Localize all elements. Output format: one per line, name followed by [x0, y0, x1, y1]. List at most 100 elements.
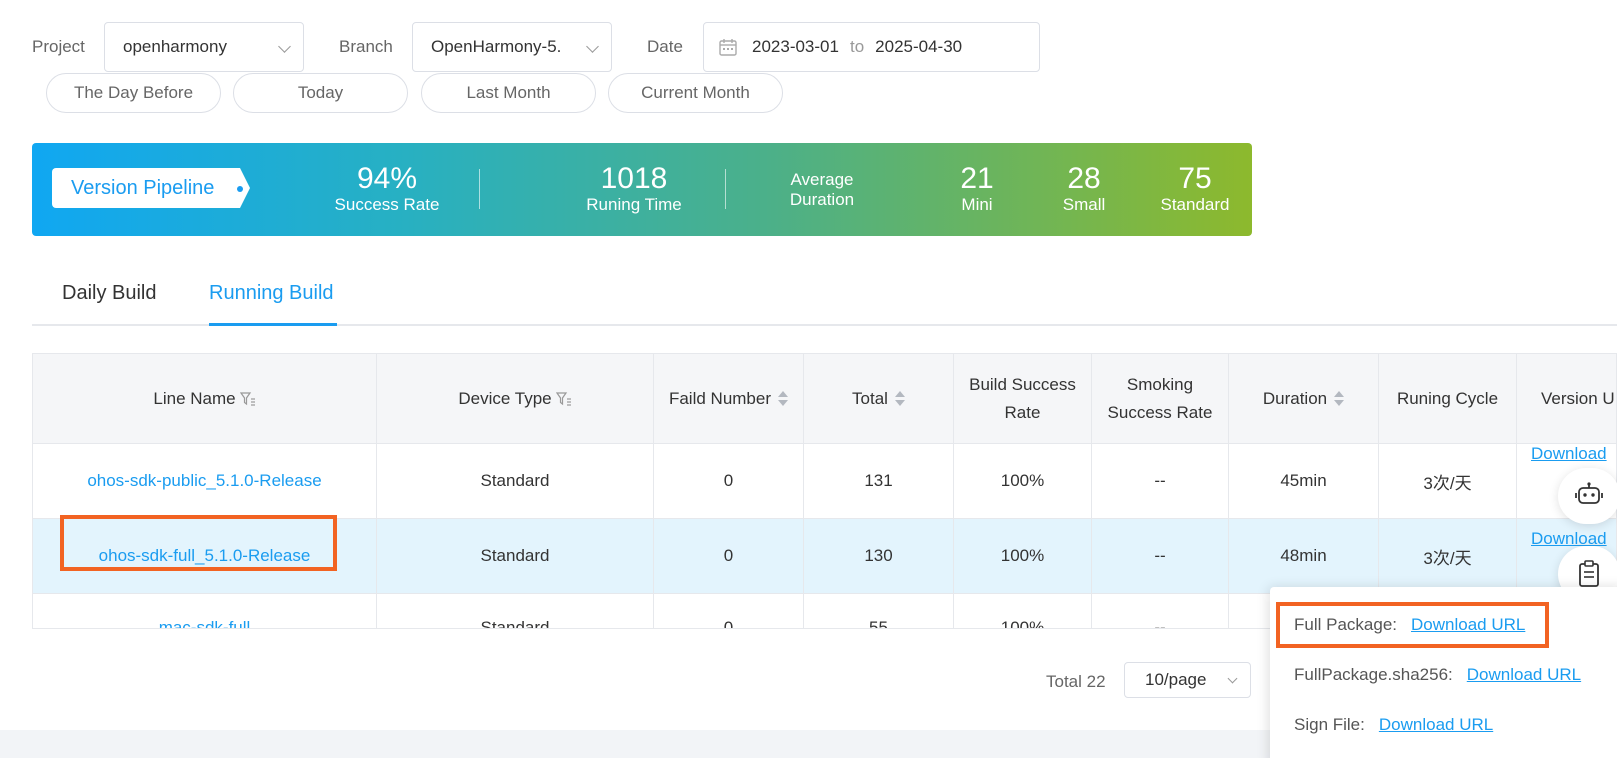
filter-icon[interactable] [239, 391, 256, 407]
version-download-link[interactable]: Download [1531, 529, 1607, 548]
build-success-rate-cell: 100% [954, 594, 1092, 628]
date-label: Date [647, 37, 683, 56]
device-type-cell: Standard [377, 444, 654, 518]
device-type-cell: Standard [377, 519, 654, 593]
sha256-download-link[interactable]: Download URL [1466, 665, 1582, 684]
project-select[interactable]: openharmony [104, 22, 304, 72]
line-name-link[interactable]: mac-sdk-full [158, 618, 251, 629]
date-end[interactable]: 2025-04-30 [875, 37, 963, 56]
project-label: Project [32, 37, 85, 56]
running-build-table: Line Name Device Type Faild Number Total [32, 353, 1617, 629]
build-success-rate-cell: 100% [954, 444, 1092, 518]
standard-label: Standard [1160, 195, 1230, 214]
duration-header-label: Duration [1262, 389, 1328, 408]
sort-icon[interactable] [1334, 391, 1345, 407]
quick-current-month[interactable]: Current Month [608, 73, 783, 113]
success-rate-value: 94% [356, 162, 418, 195]
sha256-row: FullPackage.sha256: Download URL [1294, 665, 1581, 685]
clipboard-icon [1579, 560, 1599, 587]
small-label: Small [1062, 195, 1106, 214]
sign-file-label: Sign File: [1294, 715, 1365, 734]
smoking-header-line2: Success Rate [1107, 403, 1213, 422]
highlight-box [1276, 602, 1549, 648]
date-start[interactable]: 2023-03-01 [752, 37, 839, 56]
branch-select[interactable]: OpenHarmony-5. [412, 22, 612, 72]
smoking-success-rate-cell: -- [1092, 519, 1229, 593]
faild-number-cell: 0 [654, 444, 804, 518]
faild-number-cell: 0 [654, 519, 804, 593]
device-type-header-label: Device Type [458, 389, 552, 408]
sort-icon[interactable] [894, 391, 905, 407]
total-cell: 131 [804, 444, 954, 518]
mini-value: 21 [960, 162, 994, 195]
standard-value: 75 [1178, 162, 1212, 195]
running-time-label: Runing Time [586, 195, 682, 214]
smoking-success-rate-cell: -- [1092, 594, 1229, 628]
branch-label: Branch [339, 37, 393, 56]
pipeline-summary-banner: Version Pipeline 94% Success Rate 1018 R… [32, 143, 1252, 236]
column-header-total[interactable]: Total [804, 354, 954, 444]
download-popover: Full Package: Download URL FullPackage.sh… [1270, 587, 1617, 758]
stat-mini: 21 Mini [942, 163, 1012, 215]
column-header-build-success-rate: Build Success Rate [954, 354, 1092, 444]
robot-icon [1575, 482, 1603, 504]
quick-the-day-before[interactable]: The Day Before [46, 73, 221, 113]
version-pipeline-tag: Version Pipeline [52, 168, 250, 208]
project-value: openharmony [123, 37, 227, 56]
tag-dot [237, 186, 243, 192]
build-success-header-line1: Build Success [969, 375, 1076, 394]
assistant-button[interactable] [1558, 468, 1617, 524]
page-size-value: 10/page [1145, 670, 1207, 689]
duration-cell: 45min [1229, 444, 1379, 518]
tab-running-build[interactable]: Running Build [209, 282, 334, 304]
chevron-down-icon [278, 40, 291, 53]
version-download-link[interactable]: Download [1531, 444, 1607, 463]
device-type-cell: Standard [377, 594, 654, 628]
stat-success-rate: 94% Success Rate [297, 163, 477, 215]
stat-average-duration: Average Duration [767, 170, 877, 210]
stat-running-time: 1018 Runing Time [544, 163, 724, 215]
pagination-total: Total 22 [1046, 672, 1106, 691]
line-name-header-label: Line Name [153, 389, 236, 408]
stat-small: 28 Small [1049, 163, 1119, 215]
small-value: 28 [1067, 162, 1101, 195]
column-header-duration[interactable]: Duration [1229, 354, 1379, 444]
column-header-device-type[interactable]: Device Type [377, 354, 654, 444]
quick-last-month[interactable]: Last Month [421, 73, 596, 113]
active-tab-indicator [209, 323, 337, 326]
line-name-link[interactable]: ohos-sdk-public_5.1.0-Release [87, 471, 322, 490]
filter-icon[interactable] [555, 391, 572, 407]
version-url-header-label: Version U [1541, 389, 1615, 408]
column-header-line-name[interactable]: Line Name [33, 354, 377, 444]
table-row: ohos-sdk-public_5.1.0-Release Standard 0… [33, 444, 1616, 519]
quick-today[interactable]: Today [233, 73, 408, 113]
calendar-icon [719, 39, 737, 56]
sort-icon[interactable] [778, 391, 789, 407]
column-header-version-url: Version U [1517, 354, 1616, 444]
divider [479, 169, 480, 209]
smoking-success-rate-cell: -- [1092, 444, 1229, 518]
line-name-link[interactable]: ohos-sdk-full_5.1.0-Release [98, 546, 311, 565]
page-size-select[interactable]: 10/page [1124, 662, 1251, 698]
smoking-header-line1: Smoking [1126, 375, 1194, 394]
chevron-down-icon [1227, 673, 1238, 684]
average-duration-label-1: Average [790, 170, 854, 189]
running-time-value: 1018 [600, 162, 668, 195]
column-header-faild-number[interactable]: Faild Number [654, 354, 804, 444]
faild-number-cell: 0 [654, 594, 804, 628]
highlight-box [60, 515, 337, 571]
stat-standard: 75 Standard [1140, 163, 1250, 215]
build-tabs: Daily Build Running Build [32, 276, 1617, 326]
faild-number-header-label: Faild Number [668, 389, 772, 408]
table-header: Line Name Device Type Faild Number Total [33, 354, 1616, 444]
build-success-rate-cell: 100% [954, 519, 1092, 593]
full-package-row: Full Package: Download URL [1294, 615, 1525, 635]
date-range-picker[interactable]: 2023-03-01 to 2025-04-30 [703, 22, 1040, 72]
sign-file-download-link[interactable]: Download URL [1378, 715, 1494, 734]
full-package-download-link[interactable]: Download URL [1411, 615, 1526, 634]
tab-daily-build[interactable]: Daily Build [62, 282, 157, 304]
total-cell: 55 [804, 594, 954, 628]
divider [725, 169, 726, 209]
success-rate-label: Success Rate [334, 195, 440, 214]
runing-cycle-header-label: Runing Cycle [1396, 389, 1499, 408]
